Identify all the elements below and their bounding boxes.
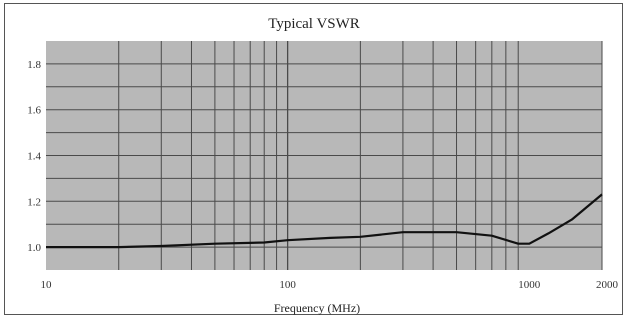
vswr-chart: Typical VSWR 1.0 1.2 1.4 1.6 1.8 10 100 1000 200… <box>27 16 618 315</box>
chart-title: Typical VSWR <box>268 16 360 32</box>
y-tick-label: 1.4 <box>27 151 41 163</box>
tick-labels: 1.0 1.2 1.4 1.6 1.8 10 100 1000 2000 <box>27 59 618 291</box>
y-tick-label: 1.2 <box>27 196 41 208</box>
x-tick-label: 100 <box>279 279 296 291</box>
y-tick-label: 1.0 <box>27 242 41 254</box>
vswr-series-line <box>46 193 603 249</box>
x-tick-label: 1000 <box>518 279 541 291</box>
x-axis-label: Frequency (MHz) <box>274 301 360 315</box>
x-tick-label: 2000 <box>596 279 619 291</box>
y-tick-label: 1.8 <box>27 59 41 71</box>
y-tick-label: 1.6 <box>27 105 41 117</box>
chart-frame: Typical VSWR 1.0 1.2 1.4 1.6 1.8 10 100 1000 200… <box>4 3 623 315</box>
x-tick-label: 10 <box>41 279 53 291</box>
